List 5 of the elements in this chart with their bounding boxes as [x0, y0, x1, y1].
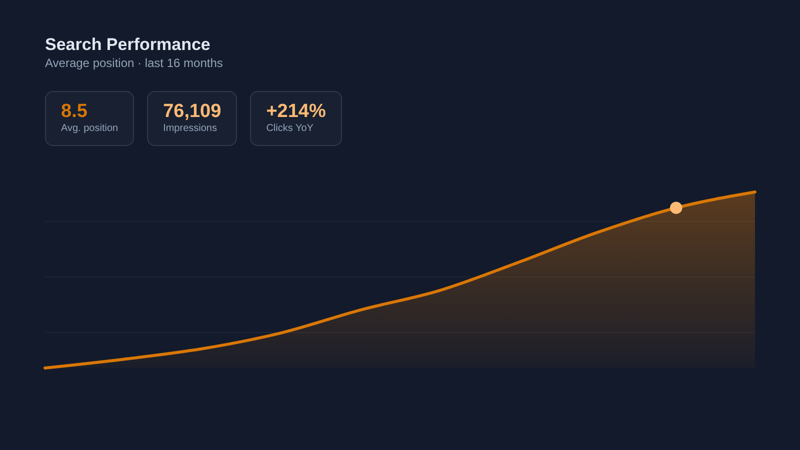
chart-subtitle: Average position · last 16 months [45, 55, 223, 71]
stat-card: +214% Clicks YoY [250, 91, 342, 146]
stat-card: 8.5 Avg. position [45, 91, 134, 146]
stat-card: 76,109 Impressions [147, 91, 238, 146]
chart-title: Search Performance [45, 34, 210, 56]
